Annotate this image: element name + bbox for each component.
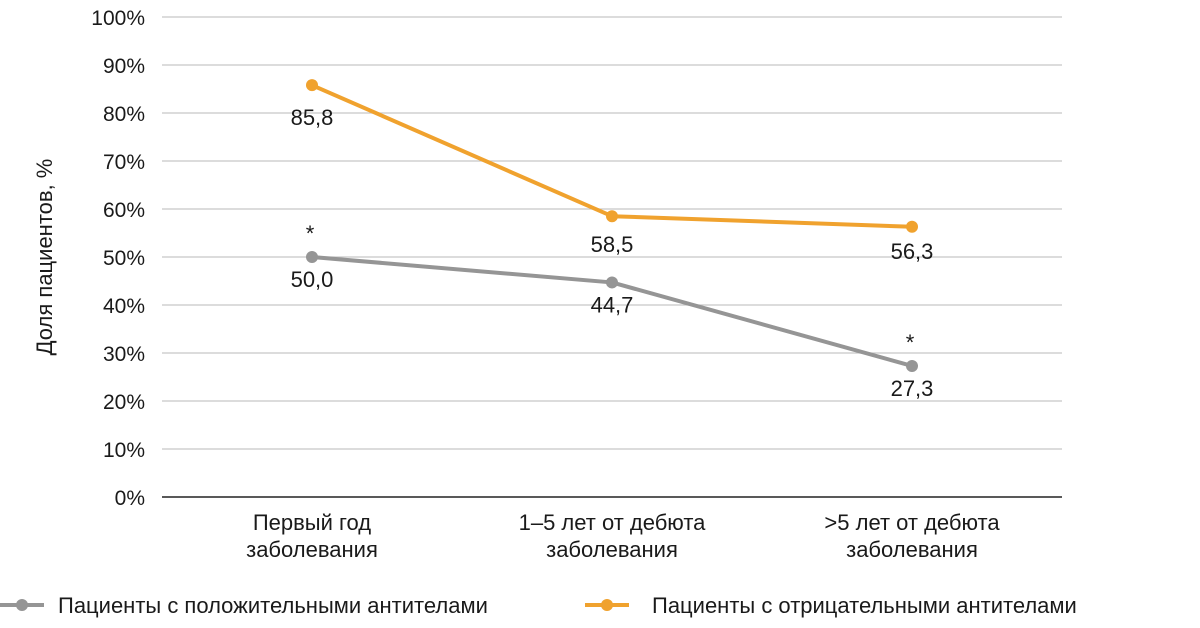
data-point — [606, 210, 618, 223]
y-tick-label: 60% — [103, 199, 145, 222]
y-tick-label: 30% — [103, 343, 145, 366]
y-tick-label: 100% — [91, 7, 145, 30]
x-category-label: заболевания — [846, 537, 978, 562]
significance-marker: * — [306, 221, 315, 246]
x-category-label: >5 лет от дебюта — [824, 510, 1000, 535]
data-point — [306, 251, 318, 263]
data-point — [906, 359, 918, 372]
x-category-label: заболевания — [546, 537, 678, 562]
series-line — [311, 83, 913, 229]
y-axis-label: Доля пациентов, % — [32, 159, 57, 356]
y-axis-ticks: 0% 10% 20% 30% 40% 50% 60% 70% 80% 90% 100% — [91, 7, 145, 510]
y-tick-label: 70% — [103, 151, 145, 174]
data-label: 44,7 — [591, 292, 634, 317]
legend-label: Пациенты с положительными антителами — [58, 593, 488, 618]
y-tick-label: 20% — [103, 391, 145, 414]
data-label: 58,5 — [591, 232, 634, 257]
significance-marker: * — [906, 330, 915, 355]
data-label: 56,3 — [891, 239, 934, 264]
data-label: 27,3 — [891, 376, 934, 401]
x-category-label: заболевания — [246, 537, 378, 562]
data-label: 50,0 — [291, 267, 334, 292]
x-category-label: 1–5 лет от дебюта — [519, 510, 707, 535]
data-point — [606, 276, 618, 289]
y-tick-label: 0% — [115, 487, 145, 510]
legend-swatch-marker — [16, 599, 28, 611]
legend-label: Пациенты с отрицательными антителами — [652, 593, 1077, 618]
y-tick-label: 10% — [103, 439, 145, 462]
legend: Пациенты с положительными антителами Паци… — [0, 593, 1077, 618]
y-tick-label: 50% — [103, 247, 145, 270]
data-label: 85,8 — [291, 105, 334, 130]
x-category-label: Первый год — [253, 510, 371, 535]
data-point — [906, 220, 918, 233]
data-point — [306, 79, 318, 92]
y-tick-label: 40% — [103, 295, 145, 318]
legend-swatch-marker — [601, 599, 613, 611]
y-tick-label: 90% — [103, 55, 145, 78]
y-tick-label: 80% — [103, 103, 145, 126]
series: 50,0 * 44,7 27,3 * 85,8 58,5 56,3 — [291, 79, 934, 401]
